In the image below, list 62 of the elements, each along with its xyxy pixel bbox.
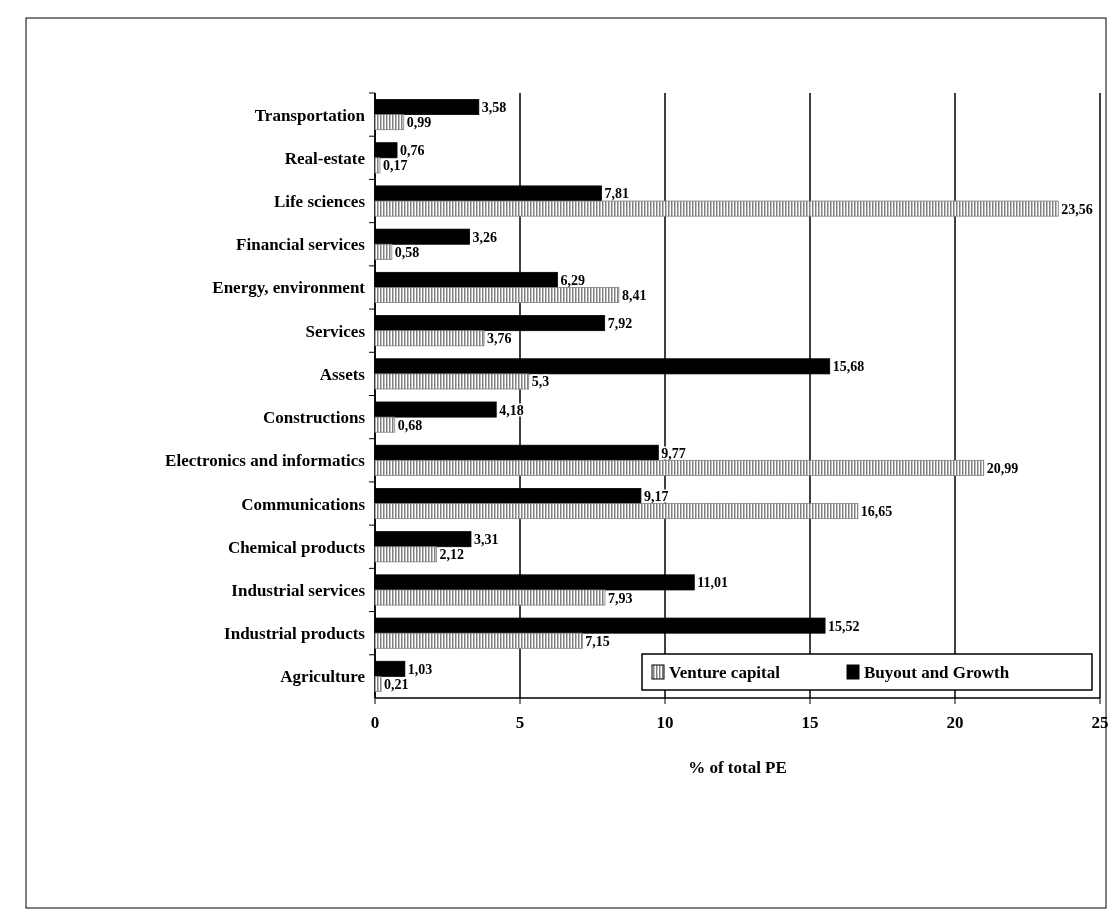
legend-label: Venture capital bbox=[669, 663, 781, 682]
data-label: 7,81 bbox=[604, 186, 629, 202]
bar bbox=[374, 632, 583, 649]
y-tick-label: Industrial services bbox=[231, 580, 366, 600]
y-tick-label: Transportation bbox=[254, 105, 366, 125]
data-label: 20,99 bbox=[986, 460, 1019, 476]
data-label: 0,76 bbox=[400, 143, 425, 159]
bar bbox=[374, 589, 606, 606]
x-tick-label: 0 bbox=[370, 713, 380, 732]
x-tick-label: 25 bbox=[1091, 713, 1109, 732]
data-label: 11,01 bbox=[697, 575, 729, 591]
y-tick-label: Chemical products bbox=[227, 537, 366, 557]
bar bbox=[374, 416, 396, 433]
bar bbox=[374, 459, 985, 476]
data-label: 0,99 bbox=[406, 115, 432, 131]
bar bbox=[374, 373, 530, 390]
bar bbox=[374, 287, 620, 303]
legend-label: Buyout and Growth bbox=[864, 663, 1010, 682]
data-label: 15,52 bbox=[828, 618, 860, 634]
x-tick-label: 15 bbox=[801, 713, 819, 732]
data-label: 5,3 bbox=[531, 374, 550, 390]
data-label: 3,76 bbox=[487, 331, 512, 347]
data-label: 15,68 bbox=[832, 359, 865, 375]
data-label: 0,68 bbox=[397, 417, 423, 433]
y-tick-label: Industrial products bbox=[224, 624, 366, 644]
data-label: 3,31 bbox=[473, 532, 499, 548]
data-label: 7,93 bbox=[607, 590, 633, 606]
data-label: 6,29 bbox=[560, 272, 585, 288]
y-tick-label: Energy, environment bbox=[212, 278, 366, 298]
bar bbox=[374, 157, 381, 174]
data-label: 7,15 bbox=[585, 633, 610, 649]
data-label: 23,56 bbox=[1061, 201, 1093, 217]
bar bbox=[374, 675, 382, 692]
y-tick-label: Assets bbox=[319, 364, 366, 384]
data-label: 0,21 bbox=[384, 676, 409, 692]
bar bbox=[374, 200, 1059, 217]
data-label: 2,12 bbox=[439, 547, 464, 563]
data-label: 3,58 bbox=[481, 100, 507, 116]
data-label: 16,65 bbox=[860, 504, 893, 520]
bar bbox=[374, 243, 393, 260]
y-tick-label: Life sciences bbox=[273, 192, 366, 212]
y-tick-label: Agriculture bbox=[280, 667, 366, 687]
data-label: 7,92 bbox=[607, 316, 633, 332]
data-label: 3,26 bbox=[472, 229, 498, 245]
data-label: 0,17 bbox=[382, 158, 408, 174]
data-label: 1,03 bbox=[407, 661, 433, 677]
y-tick-label: Real-estate bbox=[284, 148, 366, 168]
x-tick-label: 10 bbox=[656, 713, 674, 732]
bar bbox=[374, 546, 437, 563]
y-tick-label: Financial services bbox=[236, 235, 366, 255]
y-tick-label: Communications bbox=[241, 494, 366, 514]
y-tick-label: Electronics and informatics bbox=[165, 451, 366, 471]
x-tick-label: 5 bbox=[515, 713, 525, 732]
x-tick-label: 20 bbox=[946, 713, 964, 732]
bar bbox=[374, 114, 405, 131]
bar bbox=[374, 330, 485, 347]
data-label: 0,58 bbox=[394, 244, 420, 260]
y-tick-label: Services bbox=[305, 321, 366, 341]
bar bbox=[374, 503, 859, 520]
y-tick-label: Constructions bbox=[262, 408, 366, 428]
x-axis-title: % of total PE bbox=[688, 758, 787, 777]
data-label: 8,41 bbox=[621, 288, 647, 304]
